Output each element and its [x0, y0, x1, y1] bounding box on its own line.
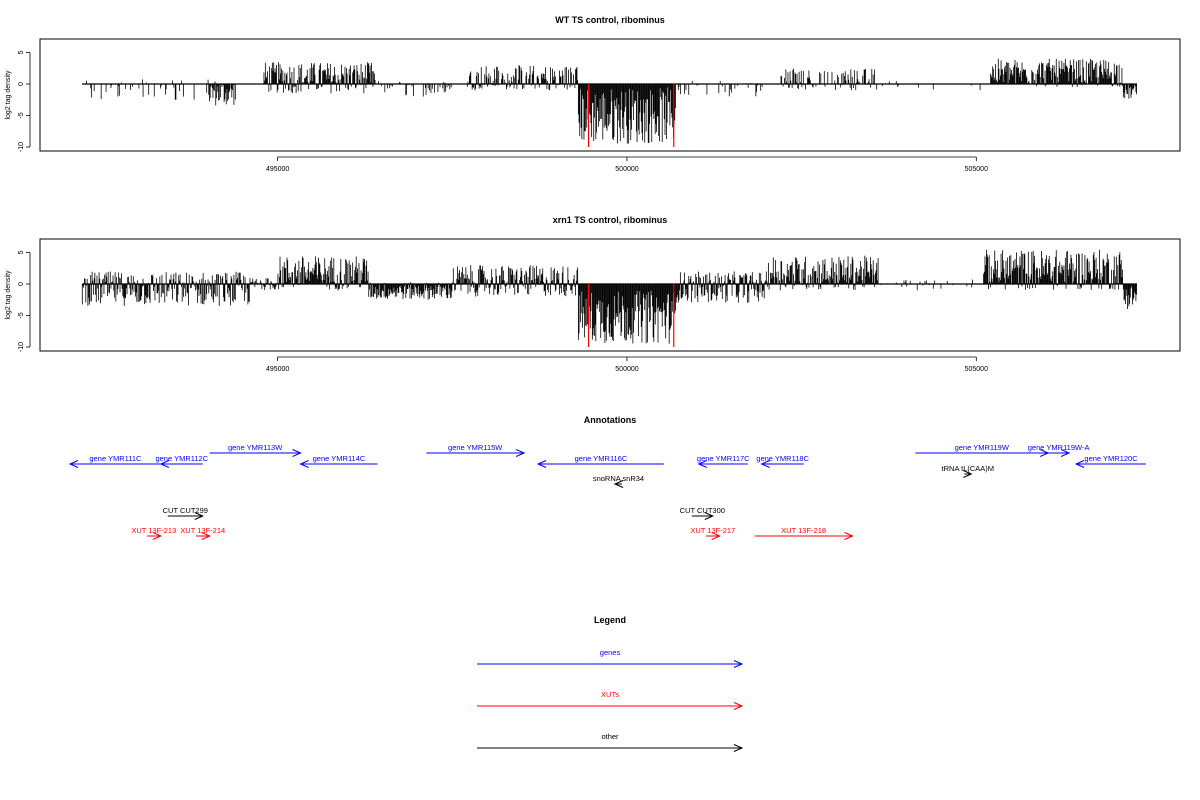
annotations-track: Annotations gene YMR111C gene YMR112Cgene… — [68, 415, 1146, 540]
panel-title-xrn1: xrn1 TS control, ribominus — [553, 215, 668, 225]
feature-arrow — [167, 512, 204, 520]
axis-ticks-wt: 5 0 -5 -10 495000 500000 505000 — [18, 50, 988, 173]
feature-label: XUT 13F-214 — [180, 526, 225, 535]
y-tick-label: -10 — [18, 342, 25, 352]
track-bars-wt — [82, 58, 1138, 147]
panel-wt: WT TS control, ribominus 5 0 -5 -10 495000 50… — [5, 15, 1181, 173]
feature-arrow — [209, 449, 302, 457]
panel-title-wt: WT TS control, ribominus — [555, 15, 665, 25]
annotation-features: gene YMR111C gene YMR112C gene YMR113W gene… — [68, 443, 1146, 540]
legend-arrow — [477, 660, 744, 668]
annotations-title: Annotations — [584, 415, 637, 425]
legend-label: other — [601, 732, 619, 741]
y-tick-label: 5 — [18, 50, 25, 54]
y-tick-label: -10 — [18, 142, 25, 152]
feature-label: snoRNA snR34 — [593, 474, 644, 483]
feature-label: gene YMR119W-A — [1028, 443, 1090, 452]
track-bars-xrn1 — [81, 249, 1138, 347]
feature-arrow — [691, 512, 715, 520]
legend-arrow — [477, 702, 744, 710]
feature-label: gene YMR117C — [697, 454, 750, 463]
feature-arrow — [697, 460, 748, 468]
feature-label: XUT 13F-217 — [690, 526, 735, 535]
feature-arrow — [159, 460, 203, 468]
feature-arrow — [195, 532, 211, 540]
feature-arrow — [536, 460, 664, 468]
feature-arrow — [613, 480, 624, 488]
y-tick-label: 5 — [18, 250, 25, 254]
feature-arrow — [760, 460, 804, 468]
panel-xrn1: xrn1 TS control, ribominus 5 0 -5 -10 495000… — [5, 215, 1181, 373]
feature-arrow — [1074, 460, 1146, 468]
feature-label: tRNA tL(CAA)M — [942, 464, 995, 473]
x-tick-label: 500000 — [615, 366, 638, 373]
feature-label: CUT CUT299 — [163, 506, 208, 515]
x-tick-label: 505000 — [965, 366, 988, 373]
legend-label: genes — [600, 648, 621, 657]
plot-frame-xrn1 — [39, 238, 1181, 352]
feature-arrow — [963, 470, 973, 478]
y-axis-label-wt: log2 tag density — [5, 70, 12, 120]
plot-frame-wt — [39, 38, 1181, 152]
legend-title: Legend — [594, 615, 626, 625]
x-tick-label: 495000 — [266, 166, 289, 173]
feature-label: gene YMR119W — [955, 443, 1010, 452]
feature-label: XUT 13F-213 — [131, 526, 176, 535]
feature-label: CUT CUT300 — [680, 506, 725, 515]
feature-label: gene YMR114C — [313, 454, 366, 463]
y-tick-label: 0 — [18, 82, 25, 86]
legend-arrow — [477, 744, 744, 752]
feature-arrow — [754, 532, 854, 540]
x-tick-label: 495000 — [266, 366, 289, 373]
feature-label: gene YMR113W — [228, 443, 283, 452]
feature-label: gene YMR120C — [1084, 454, 1138, 463]
feature-label: gene YMR112C — [155, 454, 208, 463]
y-axis-label-xrn1: log2 tag density — [5, 270, 12, 320]
x-tick-label: 500000 — [615, 166, 638, 173]
feature-label: XUT 13F-218 — [781, 526, 826, 535]
feature-arrow — [146, 532, 163, 540]
y-tick-label: 0 — [18, 282, 25, 286]
feature-arrow — [426, 449, 526, 457]
feature-label: gene YMR118C — [756, 454, 809, 463]
legend: Legend genes XUTs other — [477, 615, 744, 752]
feature-label: gene YMR111C — [89, 454, 142, 463]
axis-ticks-xrn1: 5 0 -5 -10 495000 500000 505000 — [18, 250, 988, 373]
feature-arrow — [1048, 449, 1071, 457]
feature-arrow — [68, 460, 161, 468]
feature-label: gene YMR115W — [448, 443, 503, 452]
feature-arrow — [299, 460, 378, 468]
y-tick-label: -5 — [18, 312, 25, 318]
legend-label: XUTs — [601, 690, 619, 699]
feature-label: gene YMR116C — [575, 454, 628, 463]
feature-arrow — [705, 532, 722, 540]
y-tick-label: -5 — [18, 112, 25, 118]
legend-items: genes XUTs other — [477, 648, 744, 752]
x-tick-label: 505000 — [965, 166, 988, 173]
